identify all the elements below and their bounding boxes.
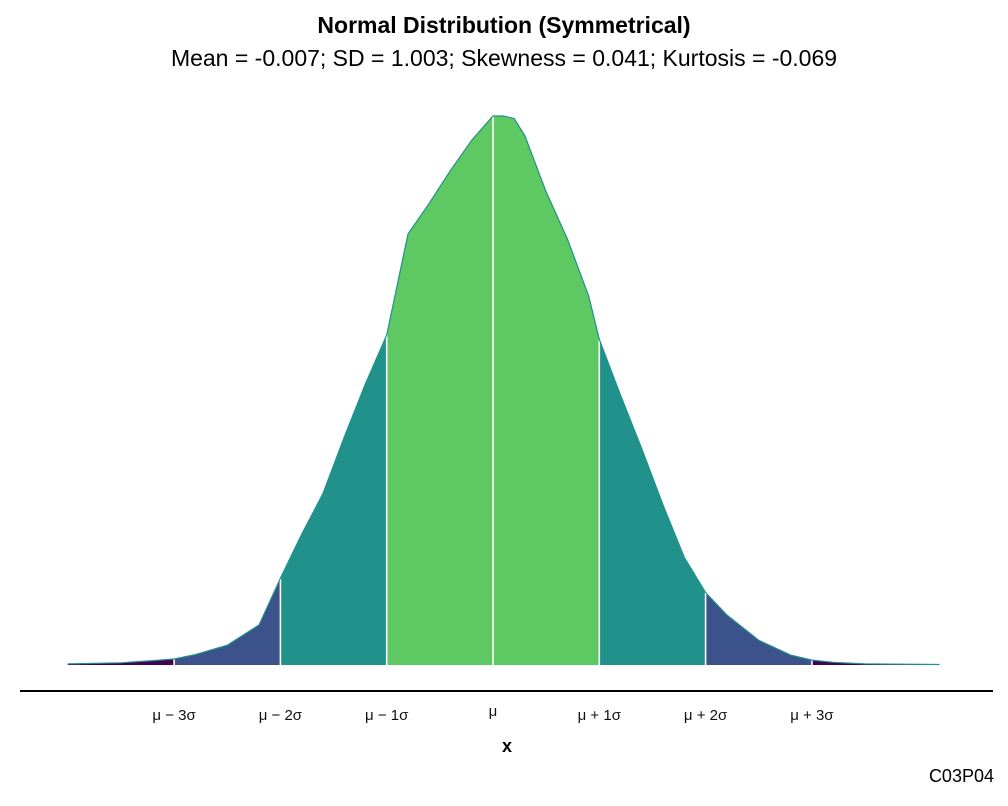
density-band xyxy=(811,660,940,665)
x-tick-label: μ + 2σ xyxy=(684,707,728,724)
density-band xyxy=(599,339,706,665)
x-tick-label: μ − 1σ xyxy=(365,707,409,724)
x-axis-ticks: μ − 3σ μ − 2σ μ − 1σ μ μ + 1σ μ + 2σ μ + 3σ xyxy=(152,703,834,724)
density-outline xyxy=(67,115,940,666)
x-tick-label: μ xyxy=(489,703,498,720)
x-tick-label: μ − 2σ xyxy=(259,707,303,724)
chart-subtitle: Mean = -0.007; SD = 1.003; Skewness = 0.… xyxy=(170,45,838,71)
density-band xyxy=(174,578,281,665)
x-axis-label: x xyxy=(502,736,512,756)
density-bands xyxy=(67,116,940,665)
x-tick-label: μ + 1σ xyxy=(578,707,622,724)
sigma-divider-lines xyxy=(173,116,813,665)
x-tick-label: μ + 3σ xyxy=(790,707,834,724)
chart-title: Normal Distribution (Symmetrical) xyxy=(317,12,691,38)
density-band xyxy=(280,335,387,665)
x-tick-label: μ − 3σ xyxy=(152,707,196,724)
density-band xyxy=(705,592,812,665)
figure-caption: C03P04 xyxy=(928,766,994,786)
